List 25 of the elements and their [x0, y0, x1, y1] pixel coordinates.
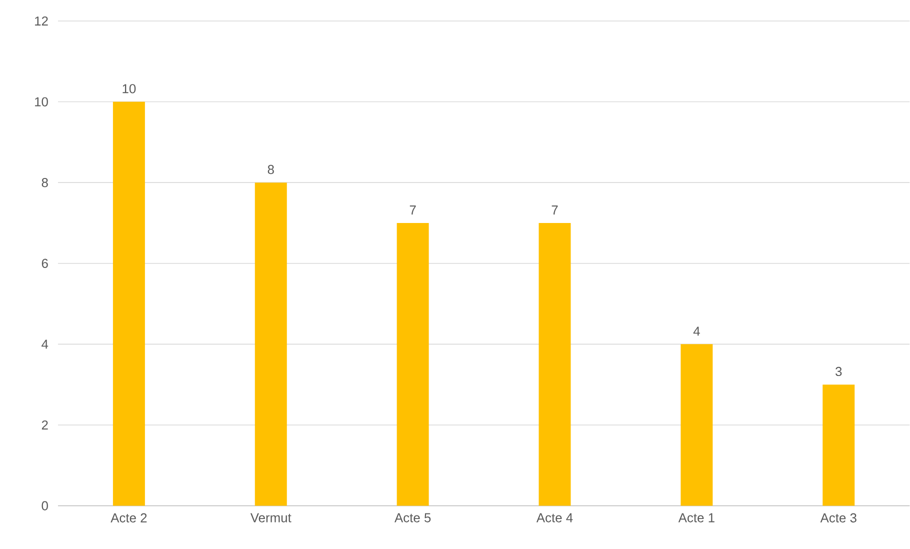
data-label: 8 — [268, 165, 274, 174]
x-tick-label: Acte 5 — [394, 513, 431, 522]
x-tick-label: Acte 2 — [110, 513, 147, 523]
bar — [254, 182, 287, 506]
x-tick-label: Acte 3 — [820, 513, 856, 523]
data-label: 10 — [122, 84, 136, 94]
bar — [396, 223, 429, 506]
x-tick-label: Vermut — [250, 513, 292, 522]
y-tick-label: 12 — [35, 16, 48, 26]
y-tick-label: 0 — [42, 501, 48, 510]
data-label: 7 — [410, 206, 416, 215]
y-tick-label: 4 — [42, 340, 48, 349]
bar — [538, 223, 571, 506]
bar — [822, 384, 855, 506]
y-tick-label: 8 — [42, 178, 48, 188]
bar — [680, 344, 713, 506]
y-tick-label: 2 — [42, 420, 48, 430]
bar — [112, 102, 145, 506]
x-tick-label: Acte 4 — [536, 513, 573, 522]
x-tick-label: Acte 1 — [678, 513, 714, 522]
y-tick-label: 10 — [35, 97, 48, 106]
data-label: 4 — [693, 326, 700, 336]
data-label: 7 — [552, 206, 558, 215]
y-tick-label: 6 — [42, 258, 48, 268]
data-label: 3 — [836, 367, 842, 376]
